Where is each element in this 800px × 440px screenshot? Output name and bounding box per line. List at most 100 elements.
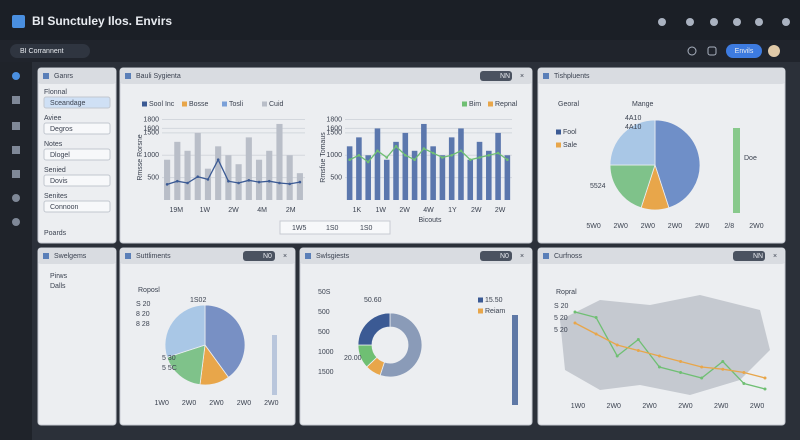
map-point (742, 371, 746, 374)
y-tick-label: 500 (147, 174, 159, 181)
gauge (272, 335, 277, 395)
y-axis-label: Rmsfue Tomaus (320, 132, 327, 183)
header-icons (658, 18, 790, 26)
map-point (679, 371, 683, 374)
panel-title: Tishpluents (554, 73, 590, 80)
scale-label: 1000 (318, 349, 334, 356)
title-bar (0, 0, 800, 40)
panel-badge-label: N0 (500, 253, 509, 260)
filter-value: Degros (50, 126, 73, 133)
panel-badge (243, 251, 275, 261)
data-label: 8 28 (136, 321, 150, 328)
x-tick-label: 2W0 (607, 403, 622, 410)
avatar[interactable] (768, 45, 780, 57)
panel-badge (480, 71, 512, 81)
line-point (216, 158, 220, 162)
filter-dropdown[interactable] (43, 174, 111, 187)
x-tick-label: 1W0 (154, 400, 169, 407)
bar (448, 137, 455, 200)
primary-button[interactable] (726, 44, 762, 58)
x-tick-label: 1Y (448, 207, 457, 214)
legend-label: Bim (469, 101, 481, 108)
filter-value: Sceandage (50, 100, 86, 107)
legend-box (279, 220, 391, 235)
line-point (422, 147, 426, 150)
filter-dropdown[interactable] (43, 96, 111, 109)
edit-icon[interactable] (707, 46, 717, 56)
x-tick-label: 2W0 (642, 403, 657, 410)
filter-dropdown[interactable] (43, 148, 111, 161)
line-point (478, 156, 481, 159)
series-label: Roposl (138, 287, 160, 294)
workspace-pill[interactable] (10, 44, 90, 58)
filter-dropdown[interactable] (43, 122, 111, 135)
legend-swatch (222, 101, 227, 107)
x-tick-label: 1W (200, 207, 211, 214)
close-button: × (520, 253, 524, 260)
legend-label: 15.50 (485, 297, 503, 304)
legend-label: Cuid (269, 101, 284, 108)
close-button: × (773, 253, 777, 260)
pie-slice (379, 312, 423, 378)
bar (402, 132, 409, 200)
legend-swatch (556, 142, 561, 148)
line-point (196, 175, 200, 179)
line-point (298, 180, 302, 184)
legend-swatch (488, 101, 493, 107)
legend-swatch (462, 101, 467, 107)
bar (194, 132, 201, 200)
gauge (512, 315, 518, 405)
segment-item: Pirws (50, 273, 68, 280)
line-point (394, 145, 398, 148)
bottom-legend-label: 1W5 (292, 225, 307, 232)
map-land (560, 295, 770, 395)
bar (296, 173, 303, 200)
x-tick-label: 2W0 (614, 223, 629, 230)
panel-title: Suttliments (136, 253, 171, 260)
legend-swatch (478, 308, 483, 314)
y-tick-label: 1600 (143, 125, 159, 132)
line-point (404, 153, 407, 157)
toolbar (0, 40, 800, 62)
y-tick-label: 1800 (326, 116, 342, 123)
map-point (763, 387, 767, 391)
data-label: 5 5C (162, 365, 177, 372)
legend-label: Repnal (495, 101, 518, 108)
map-line (574, 322, 766, 379)
map-point (679, 360, 683, 363)
filter-dropdown[interactable] (43, 200, 111, 213)
map-point (573, 310, 577, 314)
filter-value: Dlogel (50, 152, 70, 159)
panel-icon (125, 73, 131, 79)
map-point (700, 376, 704, 380)
y-tick-label: 1500 (326, 130, 342, 137)
x-tick-label: 2W0 (209, 400, 224, 407)
y-tick-label: 1800 (143, 116, 159, 123)
search-icon[interactable] (687, 46, 697, 56)
bar (204, 168, 212, 200)
workspace-name: BI Corrannent (20, 48, 64, 55)
panel-badge (480, 251, 512, 261)
data-label: 4A10 (625, 115, 641, 122)
line-point (288, 182, 291, 186)
line-point (431, 151, 435, 155)
bottom-legend-label: 1S0 (326, 225, 339, 232)
panel-icon (543, 253, 549, 259)
app-title: BI Sunctuley Ilos. Envirs (32, 14, 172, 28)
filter-footer: Poards (44, 230, 67, 237)
bar (421, 123, 427, 200)
filter-label: Aviee (44, 115, 61, 122)
x-tick-label: 2W0 (264, 400, 279, 407)
button-label: Envils (735, 48, 754, 55)
map-point (615, 343, 619, 347)
sidebar-icons (12, 72, 20, 226)
data-label: 1S02 (190, 297, 206, 304)
line-point (267, 179, 271, 183)
close-button: × (520, 73, 524, 80)
legend-label: Reiam (485, 308, 505, 315)
gauge (733, 128, 740, 213)
legend-label: Tosli (229, 101, 243, 108)
data-label: 5 20 (554, 327, 568, 334)
y-tick-label: 1600 (326, 125, 342, 132)
bar (430, 146, 436, 200)
